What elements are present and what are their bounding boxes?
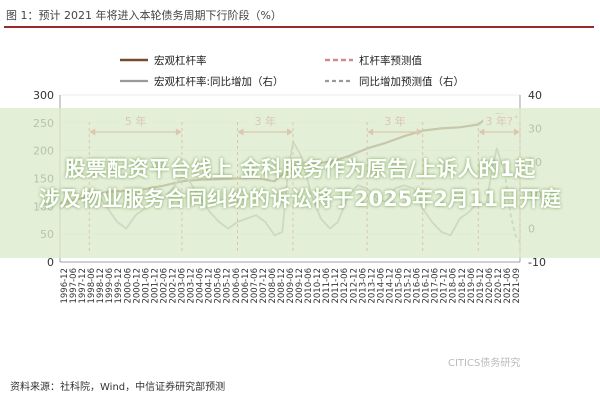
y-left-tick-label: 0 — [47, 256, 54, 269]
x-tick-label: 2006-06 — [232, 268, 242, 304]
x-tick-label: 2013-06 — [358, 268, 368, 304]
x-tick-label: 2002-06 — [159, 268, 169, 304]
x-tick-label: 2010-12 — [313, 268, 323, 304]
x-tick-label: 2007-12 — [259, 268, 269, 304]
x-tick-label: 2015-12 — [404, 268, 414, 304]
x-tick-label: 2009-06 — [286, 268, 296, 304]
x-tick-label: 2005-06 — [214, 268, 224, 304]
x-tick-label: 2018-06 — [449, 268, 459, 304]
legend-label: 同比增加预测值（右） — [359, 75, 464, 88]
x-tick-label: 2005-12 — [223, 268, 233, 304]
x-tick-label: 2014-12 — [385, 268, 395, 304]
x-tick-label: 2019-06 — [467, 268, 477, 304]
x-tick-label: 2001-06 — [141, 268, 151, 304]
x-tick-label: 2011-06 — [322, 268, 332, 304]
x-tick-label: 2000-06 — [123, 268, 133, 304]
legend-label: 宏观杠杆率 — [154, 54, 207, 67]
x-tick-label: 2012-06 — [340, 268, 350, 304]
x-tick-label: 2016-12 — [422, 268, 432, 304]
x-tick-label: 2020-06 — [485, 268, 495, 304]
x-tick-label: 2004-12 — [205, 268, 215, 304]
x-tick-label: 1996-12 — [60, 268, 70, 304]
x-tick-label: 1997-12 — [78, 268, 88, 304]
y-left-tick-label: 300 — [33, 89, 54, 102]
x-tick-label: 2000-12 — [132, 268, 142, 304]
x-tick-label: 2003-12 — [187, 268, 197, 304]
x-tick-label: 2015-06 — [394, 268, 404, 304]
x-tick-label: 2016-06 — [413, 268, 423, 304]
x-tick-label: 2021-09 — [512, 268, 522, 304]
x-tick-label: 1997-06 — [69, 268, 79, 304]
title-rule — [4, 26, 594, 28]
x-tick-label: 2007-06 — [250, 268, 260, 304]
x-tick-label: 2021-06 — [503, 268, 513, 304]
x-tick-label: 2002-12 — [168, 268, 178, 304]
x-tick-label: 2019-12 — [476, 268, 486, 304]
x-tick-label: 2013-12 — [367, 268, 377, 304]
watermark: CITICS债务研究 — [448, 358, 521, 369]
x-tick-label: 2006-12 — [241, 268, 251, 304]
y-right-tick-label: -10 — [528, 256, 546, 269]
overlay-banner-text: 股票配资平台线上 金科服务作为原告/上诉人的1起 涉及物业服务合同纠纷的诉讼将于… — [0, 154, 600, 214]
x-tick-label: 2017-06 — [431, 268, 441, 304]
x-tick-label: 2012-12 — [349, 268, 359, 304]
legend-label: 宏观杠杆率:同比增加（右） — [154, 75, 284, 88]
x-tick-label: 1998-06 — [87, 268, 97, 304]
x-tick-label: 1998-12 — [96, 268, 106, 304]
x-tick-label: 2009-12 — [295, 268, 305, 304]
y-right-tick-label: 40 — [528, 89, 542, 102]
x-tick-label: 2017-12 — [440, 268, 450, 304]
x-tick-label: 2018-12 — [458, 268, 468, 304]
x-tick-label: 2008-06 — [268, 268, 278, 304]
x-tick-label: 1999-06 — [105, 268, 115, 304]
banner-line-1: 股票配资平台线上 金科服务作为原告/上诉人的1起 — [64, 157, 536, 181]
x-tick-label: 2003-06 — [178, 268, 188, 304]
x-tick-label: 2008-12 — [277, 268, 287, 304]
source-note: 资料来源：社科院，Wind，中信证券研究部预测 — [10, 382, 226, 393]
x-tick-label: 2014-06 — [376, 268, 386, 304]
figure-title: 图 1：预计 2021 年将进入本轮债务周期下行阶段（%） — [6, 9, 282, 22]
x-tick-label: 2004-06 — [196, 268, 206, 304]
banner-line-2: 涉及物业服务合同纠纷的诉讼将于2025年2月11日开庭 — [38, 187, 562, 211]
x-tick-label: 2010-06 — [304, 268, 314, 304]
x-tick-label: 2011-12 — [331, 268, 341, 304]
x-tick-label: 2001-12 — [150, 268, 160, 304]
legend-label: 杠杆率预测值 — [359, 54, 422, 67]
x-tick-label: 2020-12 — [494, 268, 504, 304]
overlay-banner — [0, 108, 600, 258]
x-tick-label: 1999-12 — [114, 268, 124, 304]
